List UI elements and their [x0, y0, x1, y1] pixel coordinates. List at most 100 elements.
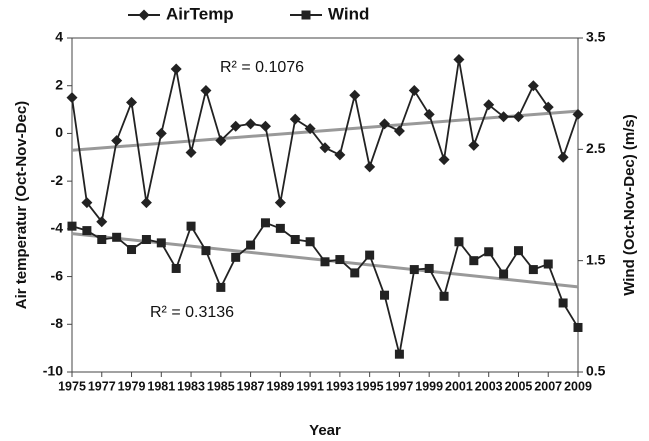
data-point [201, 246, 211, 256]
data-point [82, 226, 92, 236]
x-tick-label: 1985 [207, 379, 235, 393]
x-tick-label: 1999 [415, 379, 443, 393]
data-point [259, 120, 271, 132]
y-tick-label: -10 [43, 363, 63, 379]
data-point [170, 63, 182, 75]
data-point [349, 89, 361, 101]
data-point [81, 197, 93, 209]
data-point [393, 125, 405, 137]
series-line [71, 59, 579, 224]
data-point [512, 111, 524, 123]
data-point [527, 80, 539, 92]
data-point [112, 232, 122, 242]
x-tick-label: 1983 [177, 379, 205, 393]
y2-tick-label: 3.5 [586, 29, 606, 45]
data-point [409, 265, 419, 275]
y-tick-label: -4 [51, 220, 64, 236]
data-point [186, 221, 196, 231]
data-point [275, 223, 285, 233]
x-tick-label: 2005 [505, 379, 533, 393]
annotation: R² = 0.1076 [220, 59, 304, 76]
data-point [155, 127, 167, 139]
annotation: R² = 0.3136 [150, 304, 234, 321]
x-tick-label: 1987 [237, 379, 265, 393]
y-tick-label: -6 [51, 267, 64, 283]
y-tick-label: 0 [55, 124, 63, 140]
y-tick-label: -2 [51, 172, 64, 188]
data-point [483, 99, 495, 111]
data-point [468, 139, 480, 151]
x-tick-label: 2009 [564, 379, 592, 393]
data-point [484, 247, 494, 257]
data-point [305, 237, 315, 247]
y2-tick-label: 0.5 [586, 363, 606, 379]
x-tick-label: 1991 [296, 379, 324, 393]
data-point [97, 235, 107, 245]
data-point [543, 259, 553, 269]
x-tick-label: 2001 [445, 379, 473, 393]
data-point [185, 147, 197, 159]
y-axis-label: Air temperatur (Oct-Nov-Dec) [13, 101, 30, 309]
y-tick-label: 2 [55, 76, 63, 92]
data-point [200, 84, 212, 96]
legend-label: Wind [328, 4, 369, 23]
data-point [111, 135, 123, 147]
data-point [260, 218, 270, 228]
data-point [66, 92, 78, 104]
data-point [573, 322, 583, 332]
legend-marker [301, 10, 311, 20]
x-tick-label: 1993 [326, 379, 354, 393]
data-point [96, 216, 108, 228]
x-axis-label: Year [309, 422, 341, 439]
data-point [380, 290, 390, 300]
data-point [126, 96, 138, 108]
x-tick-label: 1977 [88, 379, 116, 393]
x-tick-label: 1995 [356, 379, 384, 393]
data-point [558, 298, 568, 308]
data-point [319, 142, 331, 154]
data-point [424, 263, 434, 273]
y-tick-label: -8 [51, 315, 64, 331]
x-tick-label: 1975 [58, 379, 86, 393]
data-point [141, 235, 151, 245]
trend-line [71, 109, 579, 152]
data-point [350, 268, 360, 278]
data-point [320, 257, 330, 267]
y2-axis-label: Wind (Oct-Nov-Dec) (m/s) [621, 114, 638, 296]
x-tick-label: 1989 [266, 379, 294, 393]
data-point [498, 111, 510, 123]
x-tick-label: 1997 [386, 379, 414, 393]
data-point [438, 154, 450, 166]
y2-tick-label: 2.5 [586, 140, 606, 156]
data-point [127, 245, 137, 255]
data-point [140, 197, 152, 209]
data-point [528, 265, 538, 275]
legend-label: AirTemp [166, 4, 234, 23]
data-point [290, 235, 300, 245]
data-point [216, 282, 226, 292]
data-point [499, 269, 509, 279]
y-tick-label: 4 [55, 29, 63, 45]
data-point [439, 291, 449, 301]
data-point [274, 197, 286, 209]
data-point [215, 135, 227, 147]
data-point [469, 256, 479, 266]
data-point [230, 120, 242, 132]
x-tick-label: 1979 [118, 379, 146, 393]
data-point [454, 237, 464, 247]
data-point [67, 221, 77, 231]
data-point [423, 108, 435, 120]
data-point [334, 149, 346, 161]
data-point [246, 240, 256, 250]
data-point [572, 108, 584, 120]
data-point [304, 123, 316, 135]
data-point [408, 84, 420, 96]
legend-marker [138, 9, 150, 21]
data-point [394, 349, 404, 359]
data-point [453, 53, 465, 65]
data-point [289, 113, 301, 125]
data-point [365, 250, 375, 260]
data-point [231, 252, 241, 262]
data-point [542, 101, 554, 113]
